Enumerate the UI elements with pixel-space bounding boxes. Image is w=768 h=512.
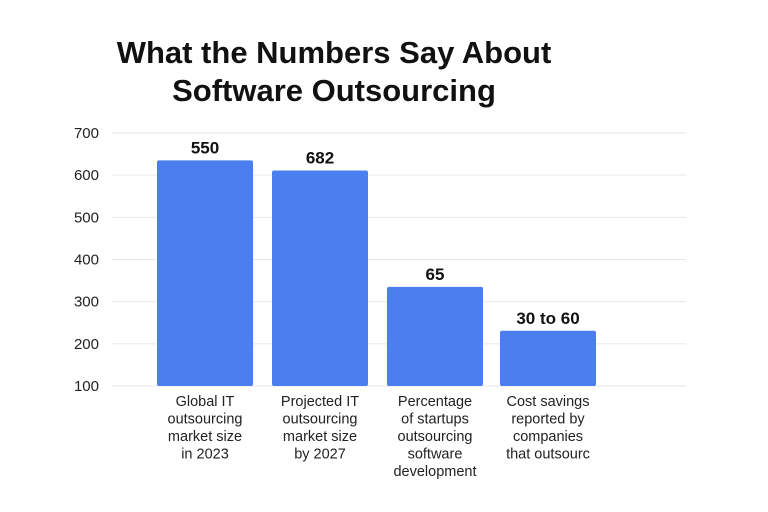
chart-title-line-2: Software Outsourcing <box>172 73 496 108</box>
y-tick-label: 100 <box>74 378 99 395</box>
y-tick-label: 500 <box>74 209 99 226</box>
x-tick-label-line: outsourcing <box>398 429 473 445</box>
data-label: 65 <box>426 265 445 284</box>
x-tick-label: Projected IT outsourcing market size by 202… <box>281 394 359 463</box>
x-tick-label-line: Global IT <box>176 394 235 410</box>
bar <box>500 330 596 386</box>
x-tick-label: Percentage of startups outsourcing software… <box>393 394 476 480</box>
bar <box>272 170 368 386</box>
bar <box>387 286 483 386</box>
chart-title-line-1: What the Numbers Say About <box>116 35 552 70</box>
y-tick-label: 600 <box>74 167 99 184</box>
y-tick-label: 300 <box>74 294 99 311</box>
x-tick-label-line: companies <box>513 429 583 445</box>
x-tick-label-line: Cost savings <box>506 394 589 410</box>
y-tick-label: 200 <box>74 336 99 353</box>
data-label: 682 <box>306 149 334 168</box>
x-tick-label-line: by 2027 <box>294 447 346 463</box>
x-tick-label-line: of startups <box>401 412 469 428</box>
x-tick-label-line: Projected IT <box>281 394 359 410</box>
chart-title: What the Numbers Say About Software Outs… <box>0 34 668 110</box>
y-tick-label: 400 <box>74 252 99 269</box>
x-tick-label-line: software <box>408 447 463 463</box>
x-tick-label-line: that outsourc <box>506 447 590 463</box>
x-tick-label: Global IT outsourcing market size in 2023 <box>168 394 243 463</box>
data-label: 550 <box>191 138 219 157</box>
y-tick-label: 700 <box>74 125 99 142</box>
x-tick-label-line: development <box>393 464 476 480</box>
x-tick-label-line: Percentage <box>398 394 472 410</box>
x-tick-label-line: reported by <box>511 412 585 428</box>
x-tick-label-line: market size <box>168 429 242 445</box>
bar <box>157 160 253 386</box>
data-label: 30 to 60 <box>516 309 579 328</box>
x-tick-label-line: outsourcing <box>168 412 243 428</box>
x-tick-label: Cost savings reported by companies that out… <box>506 394 590 463</box>
x-tick-label-line: market size <box>283 429 357 445</box>
x-tick-label-line: in 2023 <box>181 447 229 463</box>
x-tick-label-line: outsourcing <box>283 412 358 428</box>
